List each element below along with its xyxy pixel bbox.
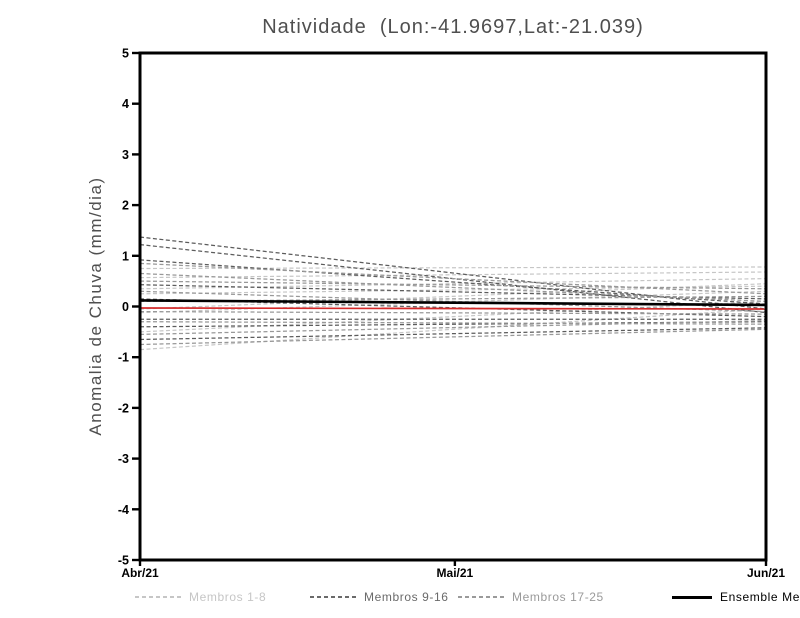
y-tick-label: -4 <box>118 503 129 517</box>
legend-label: Membros 9-16 <box>364 590 449 604</box>
legend-item-ensemble-mean: Ensemble Mean <box>672 590 800 604</box>
dashed-line-swatch <box>310 596 356 598</box>
y-tick-label: -1 <box>118 351 129 365</box>
legend-label: Membros 17-25 <box>512 590 604 604</box>
legend-item-membros-17-25: Membros 17-25 <box>458 590 604 604</box>
y-tick-label: 5 <box>122 47 129 61</box>
ensemble-mean-line <box>139 299 767 307</box>
member-line <box>139 320 767 336</box>
chart-title: Natividade (Lon:-41.9697,Lat:-21.039) <box>262 16 644 38</box>
legend-label: Ensemble Mean <box>720 590 800 604</box>
x-tick-label: Abr/21 <box>121 566 159 580</box>
plot-frame <box>138 51 768 562</box>
y-tick-label: -3 <box>118 452 129 466</box>
legend-item-membros-1-8: Membros 1-8 <box>135 590 266 604</box>
member-line <box>139 308 767 351</box>
y-tick-label: 0 <box>122 300 129 314</box>
member-line <box>139 321 767 325</box>
member-line <box>139 271 767 279</box>
dashed-line-swatch <box>135 596 181 598</box>
x-tick-label: Jun/21 <box>747 566 785 580</box>
y-tick-label: 3 <box>122 148 129 162</box>
reference-line <box>139 307 767 310</box>
chart-legend: Membros 1-8 Membros 9-16 Membros 17-25 E… <box>0 590 800 608</box>
x-tick-label: Mai/21 <box>437 566 474 580</box>
y-tick-label: 2 <box>122 199 129 213</box>
y-tick-label: 4 <box>122 97 129 111</box>
solid-line-swatch <box>672 595 712 599</box>
member-line <box>139 310 767 315</box>
member-line <box>139 280 767 290</box>
member-line <box>139 328 767 346</box>
member-line <box>139 300 767 333</box>
legend-item-membros-9-16: Membros 9-16 <box>310 590 449 604</box>
member-line <box>139 327 767 341</box>
y-tick-label: -2 <box>118 401 129 415</box>
member-line <box>139 236 767 310</box>
member-line <box>139 262 767 295</box>
y-tick-label: -5 <box>118 554 129 568</box>
y-tick-label: 1 <box>122 249 129 263</box>
legend-label: Membros 1-8 <box>189 590 267 604</box>
dashed-line-swatch <box>458 596 504 598</box>
